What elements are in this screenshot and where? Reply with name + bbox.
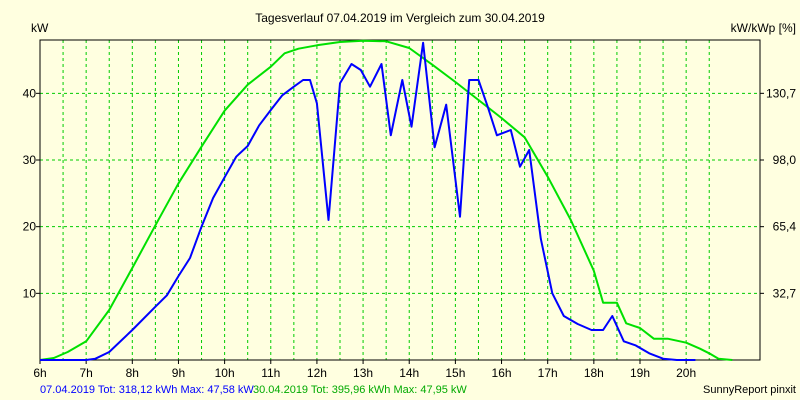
x-tick-label: 13h	[353, 366, 373, 380]
series-line-a	[40, 41, 696, 361]
y-tick-label: 40	[23, 86, 37, 100]
x-tick-label: 15h	[445, 366, 465, 380]
x-tick-label: 19h	[630, 366, 650, 380]
y-tick-label: 30	[23, 153, 37, 167]
y2-axis-label: kW/kWp [%]	[731, 21, 796, 35]
y2-tick-label: 32,7	[773, 286, 797, 300]
x-tick-label: 8h	[126, 366, 139, 380]
plot-frame	[39, 39, 761, 361]
x-tick-label: 18h	[584, 366, 604, 380]
legend-series-b: 30.04.2019 Tot: 395,96 kWh Max: 47,95 kW	[253, 384, 467, 396]
x-tick-label: 14h	[399, 366, 419, 380]
x-tick-label: 6h	[33, 366, 46, 380]
credit: SunnyReport pinxit	[703, 384, 796, 396]
chart-title: Tagesverlauf 07.04.2019 im Vergleich zum…	[255, 11, 545, 25]
grid	[40, 40, 760, 360]
x-tick-label: 20h	[676, 366, 696, 380]
x-tick-label: 17h	[538, 366, 558, 380]
x-tick-label: 7h	[79, 366, 92, 380]
y2-tick-label: 65,4	[773, 220, 797, 234]
y-axis-label: kW	[31, 21, 49, 35]
x-tick-label: 16h	[492, 366, 512, 380]
x-tick-label: 11h	[261, 366, 280, 380]
legend-series-a: 07.04.2019 Tot: 318,12 kWh Max: 47,58 kW	[40, 384, 254, 396]
y2-tick-label: 98,0	[773, 153, 797, 167]
series	[39, 39, 733, 361]
x-tick-label: 10h	[215, 366, 235, 380]
y-tick-label: 20	[23, 220, 37, 234]
y-tick-label: 10	[23, 286, 37, 300]
x-tick-label: 12h	[307, 366, 327, 380]
y2-tick-label: 130,7	[766, 86, 796, 100]
axis-ticks: 6h 7h 8h 9h 10h 11h 12h 13h 14h 15h 16h 17h 18h 19h 20…	[23, 86, 797, 380]
x-tick-label: 9h	[172, 366, 185, 380]
